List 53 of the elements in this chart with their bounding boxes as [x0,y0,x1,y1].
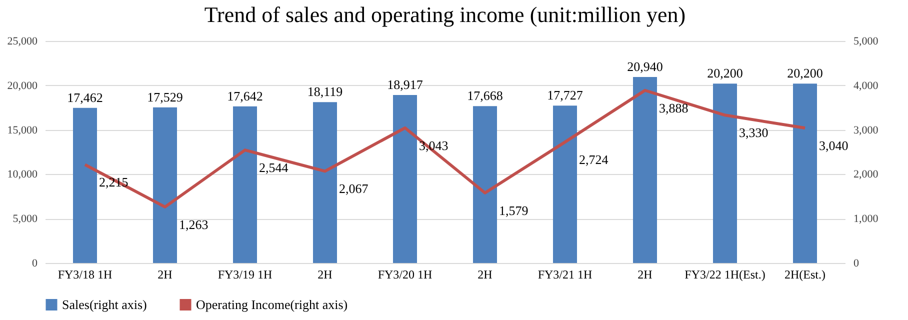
x-tick-label: 2H [318,268,333,282]
data-label: 17,529 [147,89,183,104]
x-tick-label: 2H(Est.) [784,268,826,282]
data-label: 20,200 [707,66,743,81]
bar [313,102,337,263]
x-tick-label: FY3/22 1H(Est.) [684,268,766,282]
data-label: 3,888 [659,100,688,116]
y-tick-label: 15,000 [7,124,38,136]
bar [473,106,497,263]
data-label: 2,067 [339,181,369,196]
data-label: 1,263 [179,216,208,232]
y2-tick-label: 4,000 [854,80,879,92]
bar [73,108,97,263]
data-label: 18,119 [307,84,343,100]
data-label: 2,544 [259,160,289,176]
data-label: 17,462 [67,90,103,105]
x-tick-label: FY3/20 1H [378,268,432,282]
chart-title: Trend of sales and operating income (unit:million yen) [204,2,686,27]
bar [713,84,737,263]
data-label: 1,579 [499,202,528,218]
data-label: 20,940 [627,59,663,74]
bar [393,95,417,263]
y2-tick-label: 5,000 [854,36,879,48]
bar [233,106,257,263]
y2-tick-label: 1,000 [854,213,879,226]
x-tick-label: FY3/18 1H [58,268,112,282]
bar [153,107,177,263]
x-tick-label: 2H [158,268,173,282]
data-label: 17,668 [467,88,503,104]
data-label: 3,040 [819,138,848,154]
y-tick-label: 0 [32,258,38,270]
x-tick-label: 2H [478,268,493,282]
x-tick-label: 2H [638,268,653,282]
data-label: 2,724 [579,152,609,168]
y2-tick-label: 2,000 [854,168,879,181]
y2-tick-label: 3,000 [854,124,879,136]
y-tick-label: 25,000 [7,36,38,48]
y2-tick-label: 0 [854,258,860,270]
x-tick-label: FY3/21 1H [538,268,592,282]
bar [793,84,817,263]
data-label: 17,642 [227,88,263,104]
y-tick-label: 20,000 [7,80,38,92]
y-tick-label: 5,000 [12,213,38,226]
x-tick-label: FY3/19 1H [218,268,272,282]
legend-label: Sales(right axis) [62,296,147,312]
data-label: 17,727 [547,88,584,103]
data-label: 3,330 [739,125,768,140]
y-tick-label: 10,000 [7,168,38,181]
bar [633,77,657,263]
data-label: 20,200 [787,66,823,81]
legend-label: Operating Income(right axis) [196,296,348,312]
bar [553,106,577,263]
data-label: 18,917 [387,77,424,92]
